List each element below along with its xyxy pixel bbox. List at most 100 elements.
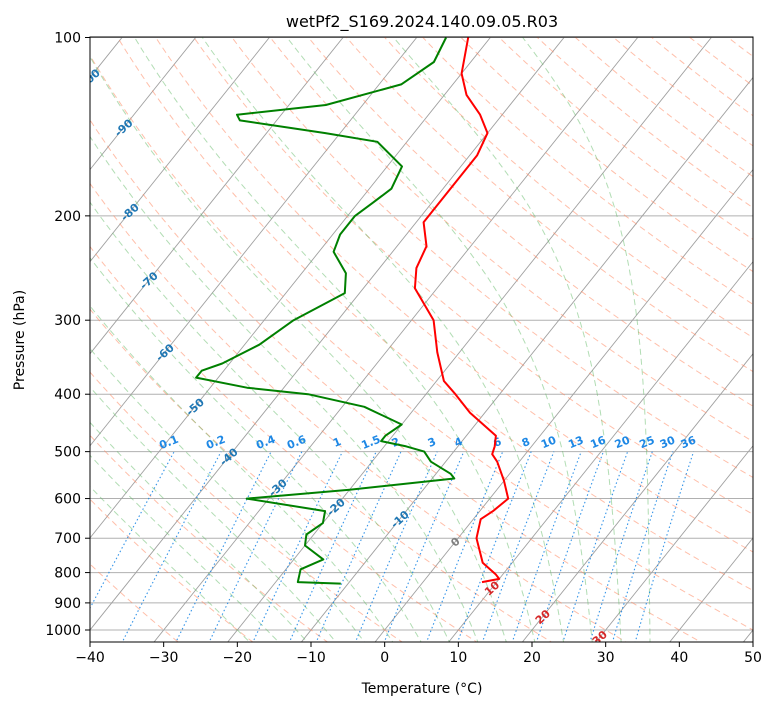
- mixing-ratio-line: [354, 451, 438, 642]
- isotherm-line: [153, 37, 639, 642]
- x-tick-label: −20: [223, 650, 253, 666]
- dry-adiabat: [90, 434, 329, 642]
- y-tick-label: 800: [54, 566, 81, 582]
- isotherm-label: 20: [533, 607, 553, 627]
- isotherm-line: [90, 37, 197, 171]
- dewpoint-profile: [195, 37, 456, 585]
- mixing-ratio-label: 10: [539, 433, 558, 451]
- mixing-ratio-line: [535, 451, 604, 642]
- dry-adiabat: [769, 11, 775, 654]
- x-tick-label: 50: [744, 650, 762, 666]
- x-tick-label: −40: [75, 650, 105, 666]
- isotherm-line: [374, 168, 753, 642]
- moist-adiabat: [521, 37, 651, 642]
- isotherm-line: [595, 445, 753, 642]
- mixing-ratio-label: 36: [679, 433, 698, 451]
- y-tick-label: 400: [54, 387, 81, 403]
- dry-adiabat: [726, 37, 753, 58]
- mixing-ratio-line: [121, 451, 222, 642]
- dry-adiabat: [269, 37, 753, 443]
- mixing-ratio-label: 30: [658, 433, 677, 451]
- dry-adiabat: [90, 245, 553, 642]
- dry-adiabat: [231, 37, 753, 479]
- moist-adiabat: [90, 421, 308, 642]
- isotherm-label: -40: [217, 445, 241, 468]
- moist-adiabat: [90, 386, 337, 642]
- dry-adiabat: [90, 371, 403, 642]
- x-tick-label: 20: [523, 650, 541, 666]
- isotherm-line: [90, 37, 271, 263]
- mixing-ratio-line: [315, 451, 402, 642]
- isotherm-label: -80: [118, 201, 142, 224]
- isotherm-line: [0, 10, 70, 654]
- dry-adiabat: [116, 37, 753, 592]
- mixing-ratio-line: [634, 451, 695, 642]
- mixing-ratio-label: 6: [491, 435, 503, 450]
- temperature-profile: [413, 37, 510, 584]
- x-tick-label: 10: [449, 650, 467, 666]
- dry-adiabat: [90, 308, 478, 642]
- x-tick-label: 0: [380, 650, 389, 666]
- isotherm-line: [90, 37, 492, 539]
- mixing-ratio-line: [90, 451, 175, 610]
- dry-adiabat: [307, 37, 753, 407]
- y-tick-label: 500: [54, 445, 81, 461]
- plot-area: 0.1 0.2 0.4 0.6 1 1.5 2 3 4 6 8 10 13 16 20 25 30 36-100-…: [0, 10, 775, 654]
- moist-adiabat: [201, 37, 565, 642]
- mixing-ratio-line: [562, 451, 629, 642]
- dry-adiabat: [536, 37, 753, 209]
- mixing-ratio-line: [208, 451, 303, 642]
- moist-adiabat: [285, 37, 593, 642]
- isotherm-line: [300, 76, 753, 642]
- isotherm-line: [90, 37, 344, 355]
- x-tick-label: −30: [149, 650, 179, 666]
- mixing-ratio-label: 20: [613, 433, 632, 451]
- dry-adiabat: [345, 37, 753, 373]
- y-tick-label: 900: [54, 596, 81, 612]
- mixing-ratio-label: 1: [331, 435, 343, 450]
- mixing-ratio-label: 8: [520, 435, 532, 450]
- dry-adiabat: [459, 37, 753, 273]
- axes: −40 −30 −20 −10 0 10 20 30 40 5010020030040050060…: [45, 31, 762, 667]
- moist-adiabat: [392, 37, 622, 642]
- mixing-ratio-label: 0.4: [254, 433, 277, 452]
- y-tick-label: 1000: [45, 623, 81, 639]
- x-tick-label: 40: [670, 650, 688, 666]
- moist-adiabat: [133, 37, 536, 642]
- y-tick-label: 600: [54, 492, 81, 508]
- moist-adiabat: [90, 305, 394, 642]
- dry-adiabat: [688, 37, 753, 87]
- mixing-ratio-line: [589, 451, 653, 642]
- plot-frame: [89, 36, 754, 643]
- y-tick-label: 700: [54, 531, 81, 547]
- mixing-ratio-label: 1.5: [359, 433, 382, 452]
- y-tick-label: 200: [54, 209, 81, 225]
- dry-adiabat: [90, 54, 753, 631]
- x-tick-label: −10: [296, 650, 326, 666]
- isotherm-line: [227, 37, 713, 642]
- y-tick-label: 300: [54, 313, 81, 329]
- mixing-ratio-label: 16: [589, 433, 608, 451]
- isotherm-line: [90, 37, 418, 447]
- mixing-ratio-label: 4: [453, 435, 465, 450]
- moist-adiabat: [90, 201, 450, 642]
- mixing-ratio-label: 13: [566, 433, 585, 451]
- isotherm-line: [669, 537, 753, 642]
- dry-adiabat: [192, 37, 753, 515]
- mixing-ratio-label: 3: [426, 435, 438, 450]
- isotherm-line: [90, 37, 565, 631]
- dry-adiabat: [90, 119, 702, 642]
- isotherm-line: [448, 260, 753, 642]
- mixing-ratio-label: 0.1: [157, 433, 180, 452]
- isotherm-line: [742, 629, 753, 642]
- moist-adiabat: [90, 55, 507, 642]
- mixing-ratio-line: [426, 451, 504, 642]
- mixing-ratio-line: [175, 451, 272, 642]
- chart-title: wetPf2_S169.2024.140.09.05.R03: [286, 12, 558, 32]
- isotherm-label: -60: [153, 341, 177, 364]
- moist-adiabat: [90, 454, 280, 642]
- dry-adiabat: [497, 37, 753, 241]
- x-tick-label: 30: [597, 650, 615, 666]
- x-axis-label: Temperature (°C): [361, 681, 483, 697]
